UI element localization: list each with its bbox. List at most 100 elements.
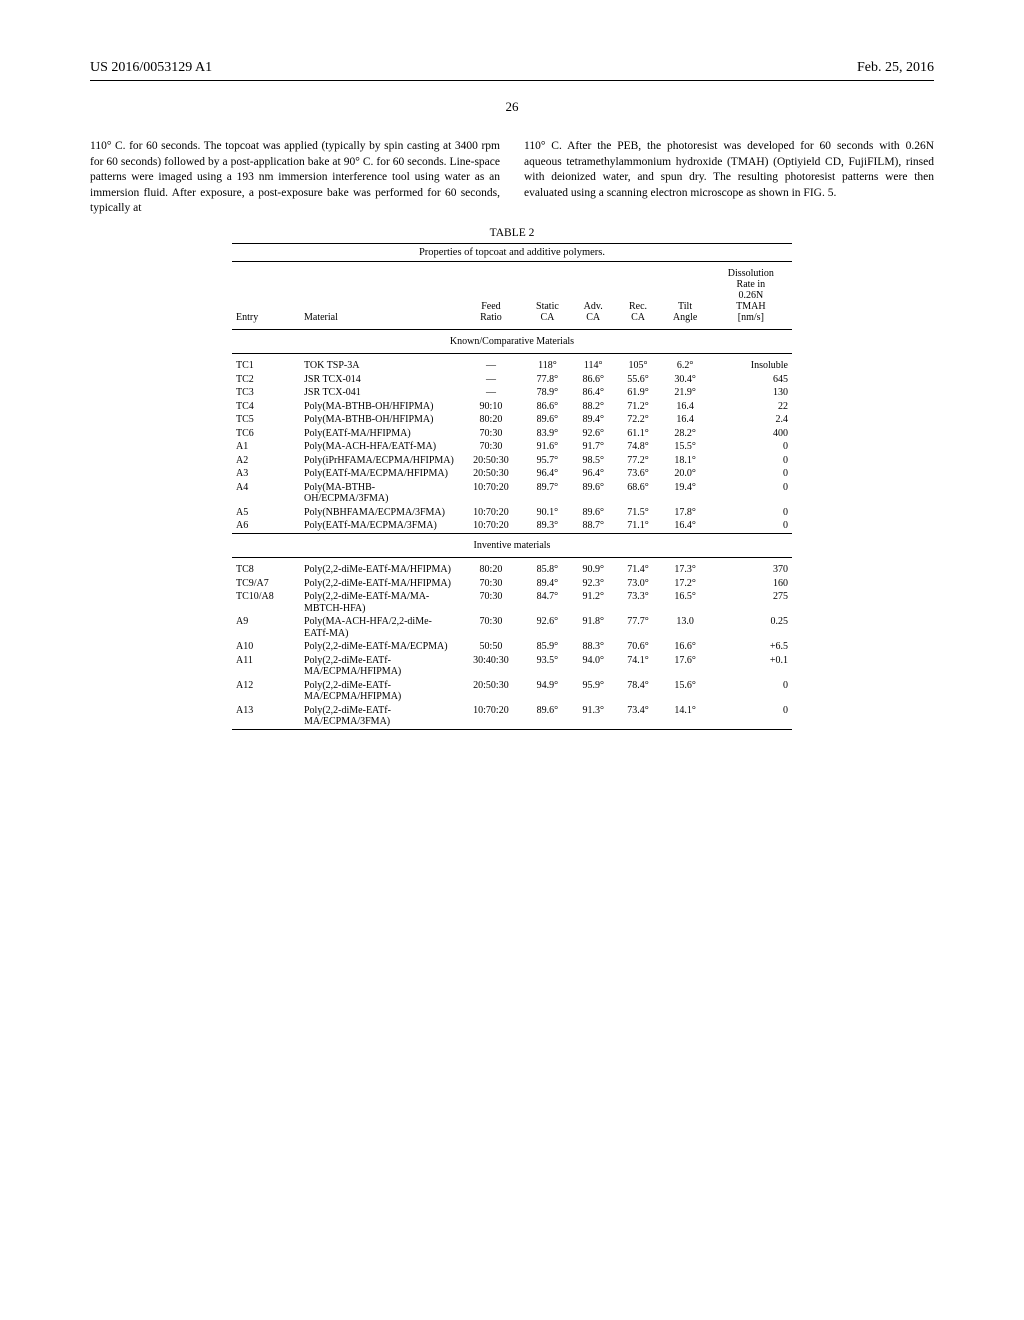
table-cell: 95.7° bbox=[524, 454, 571, 468]
table-cell: 93.5° bbox=[524, 654, 571, 679]
table-cell: 61.9° bbox=[616, 386, 661, 400]
table-cell: 92.3° bbox=[571, 577, 616, 591]
th-diss: DissolutionRate in0.26NTMAH[nm/s] bbox=[710, 262, 792, 330]
table-cell: A4 bbox=[232, 481, 300, 506]
table-cell: 86.6° bbox=[524, 400, 571, 414]
table-caption: Properties of topcoat and additive polym… bbox=[232, 243, 792, 262]
table-cell: 92.6° bbox=[524, 615, 571, 640]
table-cell: 85.8° bbox=[524, 558, 571, 577]
table-cell: 68.6° bbox=[616, 481, 661, 506]
table-cell: — bbox=[458, 386, 524, 400]
table-cell: TC10/A8 bbox=[232, 590, 300, 615]
table-cell: 10:70:20 bbox=[458, 506, 524, 520]
th-tilt: TiltAngle bbox=[660, 262, 709, 330]
table-cell: 50:50 bbox=[458, 640, 524, 654]
table-cell: 92.6° bbox=[571, 427, 616, 441]
table-cell: 105° bbox=[616, 354, 661, 373]
table-cell: 91.3° bbox=[571, 704, 616, 730]
table-cell: 0 bbox=[710, 467, 792, 481]
right-column-text: 110° C. After the PEB, the photoresist w… bbox=[524, 139, 934, 217]
th-adv: Adv.CA bbox=[571, 262, 616, 330]
table-cell: 0 bbox=[710, 704, 792, 730]
table-cell: Poly(NBHFAMA/ECPMA/3FMA) bbox=[300, 506, 458, 520]
table-row: TC3JSR TCX-041—78.9°86.4°61.9°21.9°130 bbox=[232, 386, 792, 400]
table-cell: Poly(MA-ACH-HFA/EATf-MA) bbox=[300, 440, 458, 454]
table-cell: 15.5° bbox=[660, 440, 709, 454]
table-row: A11Poly(2,2-diMe-EATf-MA/ECPMA/HFIPMA)30… bbox=[232, 654, 792, 679]
table-section-row: Known/Comparative Materials bbox=[232, 329, 792, 354]
table-section-row: Inventive materials bbox=[232, 533, 792, 558]
table-cell: A13 bbox=[232, 704, 300, 730]
table-cell: 14.1° bbox=[660, 704, 709, 730]
th-static: StaticCA bbox=[524, 262, 571, 330]
table-cell: Poly(MA-BTHB-OH/HFIPMA) bbox=[300, 413, 458, 427]
th-feed: FeedRatio bbox=[458, 262, 524, 330]
table-cell: 94.9° bbox=[524, 679, 571, 704]
table-cell: 20:50:30 bbox=[458, 467, 524, 481]
table-cell: 71.5° bbox=[616, 506, 661, 520]
th-material: Material bbox=[300, 262, 458, 330]
table-cell: 16.4 bbox=[660, 413, 709, 427]
table-cell: A1 bbox=[232, 440, 300, 454]
table-cell: A2 bbox=[232, 454, 300, 468]
table-cell: 89.6° bbox=[571, 506, 616, 520]
table-cell: 85.9° bbox=[524, 640, 571, 654]
table-cell: 83.9° bbox=[524, 427, 571, 441]
table-cell: 6.2° bbox=[660, 354, 709, 373]
table-cell: 80:20 bbox=[458, 558, 524, 577]
table-cell: 73.0° bbox=[616, 577, 661, 591]
table-cell: 71.2° bbox=[616, 400, 661, 414]
table-cell: TC5 bbox=[232, 413, 300, 427]
table-cell: Poly(2,2-diMe-EATf-MA/MA-MBTCH-HFA) bbox=[300, 590, 458, 615]
table-row: TC2JSR TCX-014—77.8°86.6°55.6°30.4°645 bbox=[232, 373, 792, 387]
table-cell: 74.8° bbox=[616, 440, 661, 454]
table-cell: A5 bbox=[232, 506, 300, 520]
table-cell: Poly(2,2-diMe-EATf-MA/HFIPMA) bbox=[300, 577, 458, 591]
table-cell: 89.3° bbox=[524, 519, 571, 533]
table-cell: 114° bbox=[571, 354, 616, 373]
table-cell: 645 bbox=[710, 373, 792, 387]
table-cell: 70:30 bbox=[458, 615, 524, 640]
table-row: A9Poly(MA-ACH-HFA/2,2-diMe-EATf-MA)70:30… bbox=[232, 615, 792, 640]
table-cell: 28.2° bbox=[660, 427, 709, 441]
table-row: TC8Poly(2,2-diMe-EATf-MA/HFIPMA)80:2085.… bbox=[232, 558, 792, 577]
table-cell: Poly(MA-BTHB-OH/HFIPMA) bbox=[300, 400, 458, 414]
table-header-row: Entry Material FeedRatio StaticCA Adv.CA… bbox=[232, 262, 792, 330]
table-cell: — bbox=[458, 354, 524, 373]
table-cell: 91.7° bbox=[571, 440, 616, 454]
table-row: TC4Poly(MA-BTHB-OH/HFIPMA)90:1086.6°88.2… bbox=[232, 400, 792, 414]
table-cell: 91.6° bbox=[524, 440, 571, 454]
table-cell: — bbox=[458, 373, 524, 387]
table-cell: Insoluble bbox=[710, 354, 792, 373]
table-cell: 16.4° bbox=[660, 519, 709, 533]
table-cell: 0.25 bbox=[710, 615, 792, 640]
table-cell: 0 bbox=[710, 506, 792, 520]
table-cell: Poly(EATf-MA/ECPMA/3FMA) bbox=[300, 519, 458, 533]
table-cell: 78.4° bbox=[616, 679, 661, 704]
table-cell: 0 bbox=[710, 519, 792, 533]
table-cell: TC4 bbox=[232, 400, 300, 414]
table-cell: 91.8° bbox=[571, 615, 616, 640]
table-cell: 70:30 bbox=[458, 590, 524, 615]
table-cell: 20.0° bbox=[660, 467, 709, 481]
table-cell: 10:70:20 bbox=[458, 519, 524, 533]
table-cell: JSR TCX-041 bbox=[300, 386, 458, 400]
table-cell: 70:30 bbox=[458, 577, 524, 591]
table-cell: Poly(EATf-MA/ECPMA/HFIPMA) bbox=[300, 467, 458, 481]
table-cell: 71.4° bbox=[616, 558, 661, 577]
table-cell: 17.8° bbox=[660, 506, 709, 520]
table-cell: 21.9° bbox=[660, 386, 709, 400]
table-row: A2Poly(iPrHFAMA/ECPMA/HFIPMA)20:50:3095.… bbox=[232, 454, 792, 468]
header-right: Feb. 25, 2016 bbox=[857, 60, 934, 76]
table-cell: 89.7° bbox=[524, 481, 571, 506]
table-cell: 18.1° bbox=[660, 454, 709, 468]
table-cell: 370 bbox=[710, 558, 792, 577]
table-cell: 16.4 bbox=[660, 400, 709, 414]
data-table: Entry Material FeedRatio StaticCA Adv.CA… bbox=[232, 262, 792, 730]
table-cell: 118° bbox=[524, 354, 571, 373]
table-cell: 30.4° bbox=[660, 373, 709, 387]
th-entry: Entry bbox=[232, 262, 300, 330]
table-cell: 73.4° bbox=[616, 704, 661, 730]
table-cell: 77.7° bbox=[616, 615, 661, 640]
table-cell: Poly(2,2-diMe-EATf-MA/ECPMA/HFIPMA) bbox=[300, 679, 458, 704]
